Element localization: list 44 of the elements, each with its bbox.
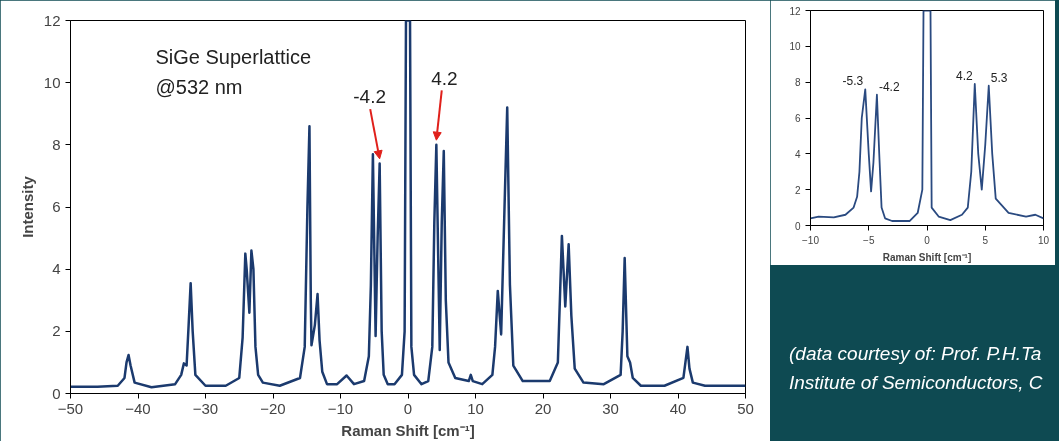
text: (data courtesy of: Prof. P.H.Ta [789, 342, 1043, 366]
y-tick-label: 12 [43, 11, 61, 29]
y-tick-label: 10 [43, 73, 61, 91]
x-tick-label: −50 [57, 399, 84, 417]
x-tick-label: −20 [260, 399, 286, 417]
x-tick-label: 10 [1037, 234, 1050, 246]
y-tick-label: 2 [794, 184, 801, 196]
y-tick-label: 0 [794, 220, 801, 232]
y-tick-label: 8 [794, 77, 801, 89]
y-tick-label: 12 [789, 5, 801, 17]
y-tick-label: 4 [794, 148, 801, 160]
x-tick-label: −10 [327, 399, 354, 417]
x-tick-label: 0 [403, 399, 413, 417]
x-tick-label: 40 [669, 399, 687, 417]
x-axis-title: Raman Shift [cm⁻¹] [882, 251, 972, 263]
annotation: SiGe Superlattice @532 nm [155, 45, 312, 98]
y-tick-label: 2 [52, 322, 61, 340]
x-tick-label: 50 [737, 399, 754, 417]
y-tick-label: 4 [52, 260, 61, 278]
x-tick-label: 10 [467, 399, 484, 417]
line-series [70, 20, 746, 389]
annotation: -4.2 [878, 79, 900, 94]
y-tick-label: 10 [789, 41, 801, 53]
annotation: 4.2 [431, 67, 458, 89]
annotation: 4.2 [956, 68, 974, 83]
y-tick-label: 6 [794, 113, 801, 124]
x-tick-label: −5 [863, 234, 875, 246]
y-tick-label: 0 [52, 384, 61, 402]
x-tick-label: −10 [802, 234, 820, 246]
line-series [810, 10, 1044, 222]
x-tick-label: 30 [602, 399, 619, 417]
x-tick-label: 5 [982, 234, 989, 246]
annotation: -5.3 [842, 74, 864, 89]
y-axis-title: Intensity [18, 175, 36, 238]
x-axis-title: Raman Shift [cm⁻¹] [341, 421, 475, 439]
x-tick-label: −40 [125, 399, 151, 417]
x-tick-label: 0 [924, 234, 931, 246]
annotation: -4.2 [353, 86, 387, 108]
x-tick-label: −30 [192, 399, 219, 417]
y-tick-label: 6 [52, 198, 61, 215]
annotation: 5.3 [990, 70, 1008, 85]
y-tick-label: 8 [52, 135, 61, 153]
text: Institute of Semiconductors, C [789, 370, 1043, 395]
x-tick-label: 20 [534, 399, 552, 417]
